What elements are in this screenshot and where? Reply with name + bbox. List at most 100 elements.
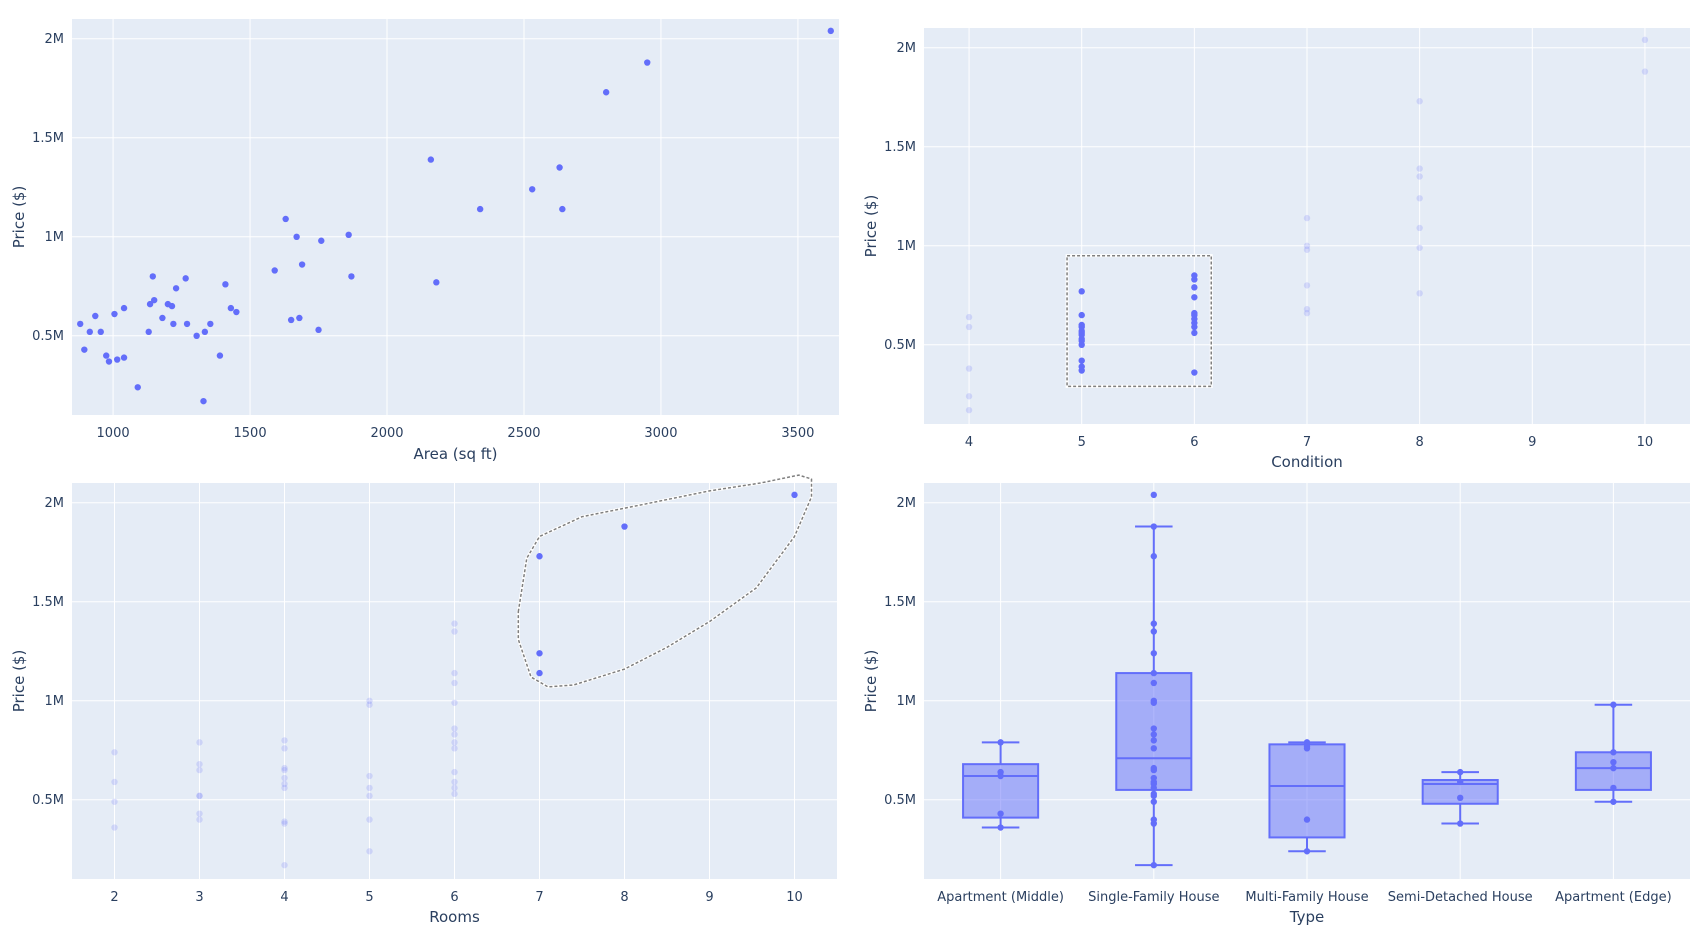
data-point-unselected xyxy=(111,749,118,756)
data-point xyxy=(1191,284,1198,291)
data-point xyxy=(1150,523,1158,530)
data-point xyxy=(1303,816,1311,823)
box-4 xyxy=(1421,768,1499,827)
data-point xyxy=(296,314,303,322)
data-point xyxy=(134,384,141,391)
x-tick-label: 2500 xyxy=(507,426,540,441)
data-point-unselected xyxy=(1303,214,1311,222)
data-point-unselected xyxy=(451,679,458,687)
data-point xyxy=(1610,784,1617,792)
x-axis-title: Condition xyxy=(1271,453,1343,471)
y-tick-label: 1.5M xyxy=(884,595,916,610)
x-tick-label: 4 xyxy=(965,435,973,450)
data-point xyxy=(1303,848,1311,855)
data-point-unselected xyxy=(196,766,203,774)
data-point-unselected xyxy=(965,365,973,372)
data-point-unselected xyxy=(281,766,288,774)
data-point xyxy=(145,328,152,336)
data-point xyxy=(298,261,306,268)
data-point xyxy=(1610,758,1617,766)
data-point xyxy=(159,314,166,322)
data-point xyxy=(1610,798,1617,805)
x-tick-label: 10 xyxy=(1637,435,1654,450)
y-tick-label: 0.5M xyxy=(884,338,916,353)
data-point xyxy=(77,320,84,328)
data-point xyxy=(1150,764,1158,772)
data-point xyxy=(556,164,563,171)
x-tick-label: Semi-Detached House xyxy=(1388,890,1533,905)
x-tick-label: Multi-Family House xyxy=(1245,890,1368,905)
subplot-4: Apartment (Middle) Single-Family House Mul… xyxy=(862,483,1690,926)
data-point-unselected xyxy=(451,778,458,786)
data-point xyxy=(529,186,536,193)
x-tick-label: 5 xyxy=(365,890,373,905)
x-tick-label: 2000 xyxy=(370,426,403,441)
data-point xyxy=(1610,749,1617,756)
data-point-unselected xyxy=(281,820,288,827)
data-point-unselected xyxy=(196,792,203,800)
data-point-unselected xyxy=(111,778,118,786)
x-axis-title: Type xyxy=(1289,908,1324,926)
data-point xyxy=(81,346,88,353)
data-point xyxy=(1150,491,1158,499)
data-point-unselected xyxy=(965,313,973,321)
data-point-unselected xyxy=(451,745,458,752)
data-point-unselected xyxy=(965,323,973,331)
data-point xyxy=(1191,272,1198,279)
data-point xyxy=(1078,363,1085,370)
data-point xyxy=(170,320,177,328)
x-tick-label: 8 xyxy=(1416,435,1424,450)
data-point xyxy=(1150,745,1158,752)
data-point-unselected xyxy=(451,790,458,798)
x-tick-label: 5 xyxy=(1078,435,1086,450)
data-point xyxy=(287,316,295,324)
x-tick-label: 3000 xyxy=(644,426,677,441)
x-tick-label: 4 xyxy=(280,890,288,905)
y-tick-label: 1M xyxy=(897,239,917,254)
data-point xyxy=(146,300,154,308)
data-point xyxy=(536,650,543,657)
data-point xyxy=(183,320,191,328)
data-point xyxy=(1191,329,1198,337)
data-point-unselected xyxy=(196,739,203,746)
data-point xyxy=(1150,697,1158,704)
data-point xyxy=(105,358,113,365)
data-point-unselected xyxy=(1416,290,1423,297)
x-tick-label: 2 xyxy=(110,890,118,905)
data-point xyxy=(1150,620,1158,627)
data-point-unselected xyxy=(451,725,458,732)
data-point-unselected xyxy=(281,784,288,792)
data-point-unselected xyxy=(281,861,288,869)
data-point xyxy=(97,328,104,336)
x-tick-label: 10 xyxy=(786,890,803,905)
data-point xyxy=(1457,768,1464,776)
box-5 xyxy=(1574,701,1652,805)
x-tick-label: 6 xyxy=(1190,435,1198,450)
x-tick-label: 3500 xyxy=(781,426,814,441)
data-point xyxy=(997,768,1004,776)
box-select-outline xyxy=(1066,254,1212,388)
data-point xyxy=(150,296,158,304)
data-point-unselected xyxy=(111,798,118,805)
data-point xyxy=(227,304,235,312)
data-point xyxy=(103,352,110,359)
subplot-2: 4 5 6 7 8 9 10 0.5M 1M 1.5M 2M Condition Price ($) xyxy=(862,28,1690,471)
data-point xyxy=(201,328,209,336)
data-point-unselected xyxy=(1303,246,1311,253)
x-tick-label: 8 xyxy=(620,890,628,905)
data-point xyxy=(427,156,435,163)
data-point-unselected xyxy=(1641,36,1649,44)
data-point xyxy=(1078,321,1085,329)
data-point xyxy=(1150,650,1158,657)
y-tick-label: 2M xyxy=(897,496,917,511)
data-point-unselected xyxy=(451,699,458,706)
y-axis-title: Price ($) xyxy=(862,650,880,713)
data-point-unselected xyxy=(366,792,373,800)
y-tick-label: 1M xyxy=(45,230,65,245)
box-3 xyxy=(1268,739,1346,855)
data-point xyxy=(86,328,94,336)
data-point xyxy=(1457,820,1464,827)
data-point xyxy=(997,824,1004,831)
